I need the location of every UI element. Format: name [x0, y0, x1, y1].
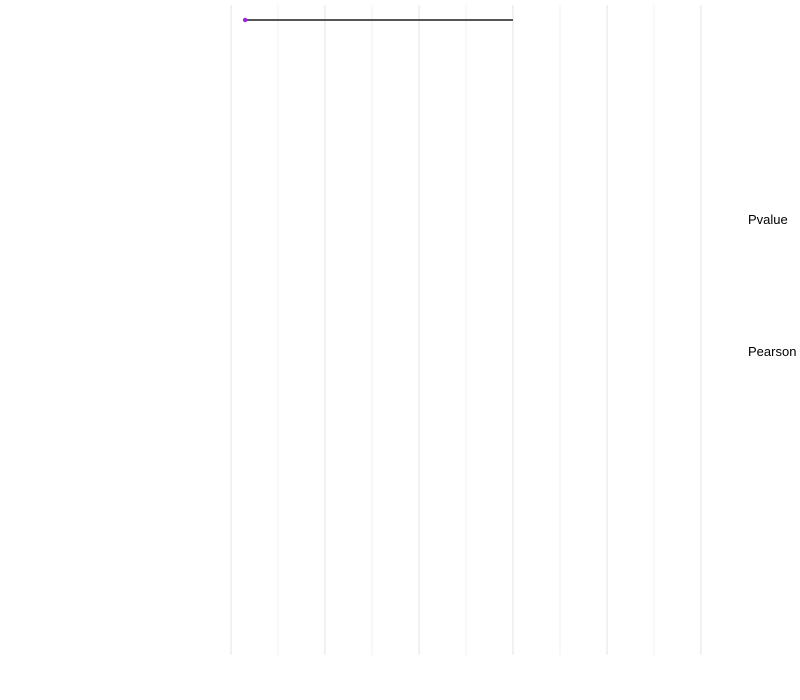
pearson-legend-title: Pearson	[748, 344, 797, 359]
pvalue-legend-title: Pvalue	[748, 212, 788, 227]
lollipop-dot	[242, 17, 248, 23]
